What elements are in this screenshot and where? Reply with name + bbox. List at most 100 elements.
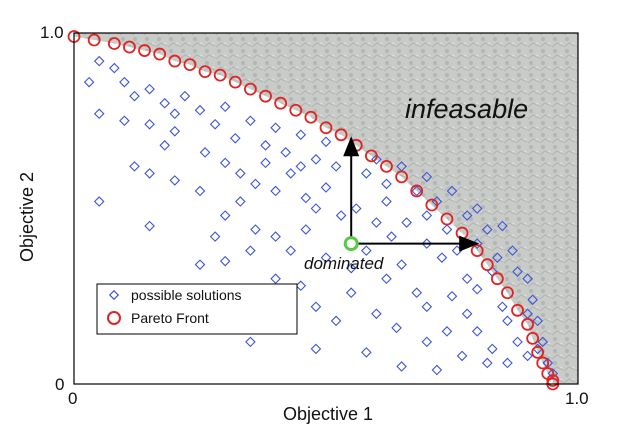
solution-point — [421, 210, 433, 221]
solution-point — [270, 273, 281, 285]
solution-point — [300, 224, 312, 235]
solution-point — [471, 203, 483, 214]
solution-point — [235, 168, 246, 179]
solution-point — [481, 224, 493, 235]
solution-point — [250, 224, 261, 235]
pareto-point — [243, 82, 257, 96]
solution-point — [527, 294, 538, 306]
solution-point — [512, 266, 523, 277]
solution-point — [502, 315, 513, 327]
solution-point — [492, 252, 503, 263]
legend: possible solutions Pareto Front — [96, 283, 298, 335]
solution-point — [502, 357, 513, 369]
solution-point — [229, 132, 241, 144]
solution-point — [330, 161, 342, 172]
solution-point — [396, 259, 407, 270]
solution-point — [129, 90, 140, 102]
solution-point — [159, 140, 171, 151]
solution-point — [431, 196, 443, 207]
solution-point — [219, 210, 231, 221]
solution-point — [270, 185, 281, 197]
infeasible-label: infeasable — [405, 94, 528, 124]
solution-point — [411, 287, 423, 299]
pareto-point — [168, 54, 182, 68]
pareto-point — [153, 47, 167, 61]
solution-point — [270, 122, 281, 134]
solution-point — [471, 283, 483, 295]
legend-label-solutions: possible solutions — [131, 287, 242, 303]
solution-point — [93, 196, 105, 207]
dominated-marker — [343, 236, 359, 252]
solution-point — [320, 136, 332, 148]
possible-solutions-series — [83, 55, 559, 379]
solution-point — [481, 357, 493, 369]
solution-point — [446, 290, 458, 302]
solution-point — [421, 238, 433, 249]
solution-point — [295, 129, 307, 141]
y-axis-label: Objective 2 — [17, 172, 37, 262]
pareto-point — [123, 40, 136, 54]
solution-point — [345, 262, 357, 274]
solution-point — [310, 343, 322, 355]
x-tick-min: 0 — [68, 389, 77, 408]
solution-point — [300, 192, 312, 204]
solution-point — [371, 154, 382, 165]
solution-point — [421, 301, 433, 313]
solution-point — [250, 178, 261, 190]
pareto-point — [380, 159, 393, 173]
pareto-point — [410, 184, 424, 198]
solution-point — [83, 76, 95, 88]
solution-point — [219, 157, 231, 169]
solution-point — [245, 245, 256, 256]
solution-point — [330, 315, 342, 327]
solution-point — [199, 147, 211, 158]
solution-point — [361, 347, 372, 358]
solution-point — [169, 125, 181, 137]
pareto-point — [501, 286, 514, 300]
solution-point — [411, 185, 423, 197]
solution-point — [361, 245, 372, 256]
solution-point — [169, 108, 181, 120]
solution-point — [144, 83, 155, 95]
solution-point — [396, 361, 407, 372]
solution-point — [194, 259, 206, 270]
pareto-point — [198, 65, 212, 79]
solution-point — [522, 350, 533, 362]
solution-point — [219, 255, 231, 267]
pareto-point — [480, 258, 494, 272]
solution-point — [446, 185, 458, 197]
pareto-point — [364, 149, 378, 163]
pareto-point — [107, 37, 121, 50]
solution-point — [512, 336, 523, 348]
pareto-point — [526, 331, 540, 345]
pareto-point — [183, 58, 197, 71]
solution-point — [310, 203, 322, 214]
solution-point — [431, 364, 443, 376]
solution-point — [209, 231, 221, 242]
solution-point — [487, 343, 498, 355]
pareto-point — [536, 356, 550, 370]
solution-point — [260, 157, 271, 169]
solution-point — [381, 196, 392, 207]
solution-point — [320, 182, 332, 193]
solution-point — [93, 108, 105, 120]
solution-point — [436, 252, 448, 263]
solution-point — [361, 168, 372, 179]
pareto-point — [490, 272, 504, 286]
legend-marker-pareto — [107, 311, 121, 325]
solution-point — [270, 231, 281, 242]
solution-point — [461, 273, 473, 285]
solution-point — [295, 161, 307, 172]
solution-point — [441, 224, 453, 235]
solution-point — [421, 171, 433, 183]
solution-point — [441, 326, 453, 337]
pareto-point — [425, 198, 439, 212]
solution-point — [109, 62, 120, 74]
legend-label-pareto: Pareto Front — [131, 310, 209, 326]
pareto-point — [395, 170, 409, 184]
solution-point — [179, 90, 191, 102]
solution-point — [119, 115, 130, 127]
solution-point — [144, 118, 155, 130]
solution-point — [335, 210, 347, 221]
pareto-point — [259, 89, 272, 103]
